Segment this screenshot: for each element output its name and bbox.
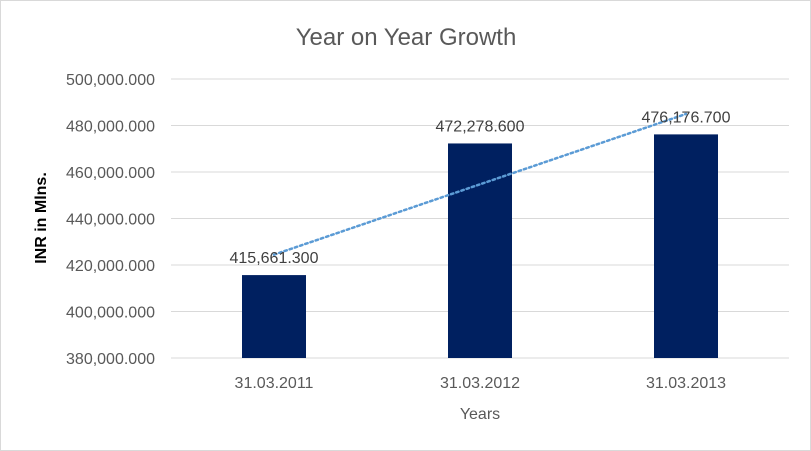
x-tick-label: 31.03.2013 <box>646 375 726 392</box>
y-tick-label: 500,000.000 <box>66 72 155 89</box>
x-axis-title: Years <box>460 406 500 423</box>
data-labels: 415,661.300 472,278.600 476,176.700 <box>230 109 731 267</box>
y-axis-title: INR in Mlns. <box>33 172 50 264</box>
y-tick-label: 480,000.000 <box>66 119 155 136</box>
y-axis-ticks: 380,000.000 400,000.000 420,000.000 440,000… <box>66 72 155 368</box>
data-label: 472,278.600 <box>436 118 525 135</box>
x-tick-label: 31.03.2011 <box>235 375 314 392</box>
x-axis-ticks: 31.03.2011 31.03.2012 31.03.2013 <box>235 375 727 392</box>
y-tick-label: 460,000.000 <box>66 165 155 182</box>
y-tick-label: 440,000.000 <box>66 212 155 229</box>
y-tick-label: 400,000.000 <box>66 305 155 322</box>
bars <box>242 134 718 358</box>
bar <box>448 143 512 358</box>
y-tick-label: 380,000.000 <box>66 351 155 368</box>
data-label: 476,176.700 <box>642 109 731 126</box>
bar <box>242 275 306 358</box>
x-tick-label: 31.03.2012 <box>440 375 520 392</box>
trendline <box>272 112 688 256</box>
bar <box>654 134 718 358</box>
y-tick-label: 420,000.000 <box>66 258 155 275</box>
trendline-group <box>272 112 688 256</box>
data-label: 415,661.300 <box>230 250 319 267</box>
chart-title: Year on Year Growth <box>296 24 517 51</box>
